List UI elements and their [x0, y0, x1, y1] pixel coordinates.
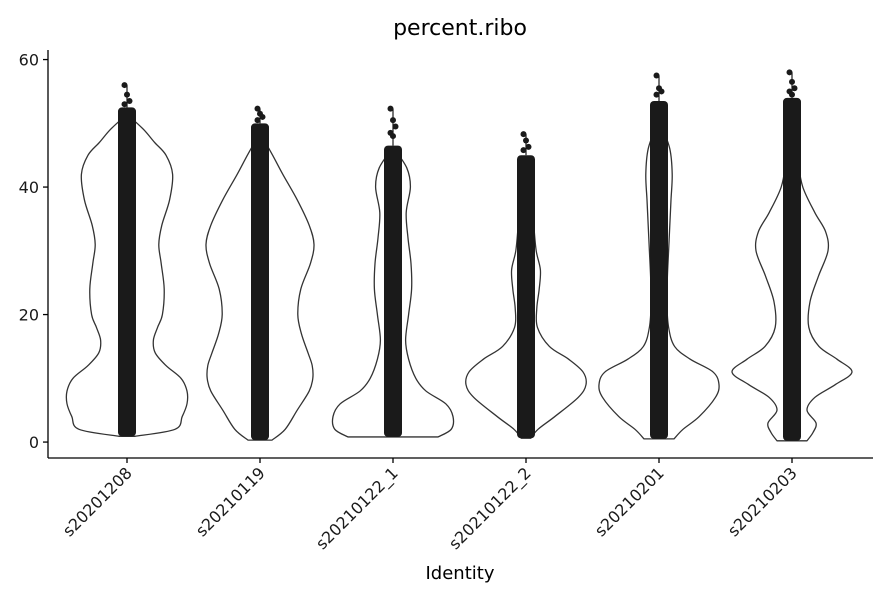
outlier-point [392, 123, 399, 130]
y-tick-label: 60 [19, 51, 39, 70]
outlier-point [259, 113, 266, 120]
outlier-point [254, 105, 261, 112]
outlier-point [121, 101, 128, 108]
y-tick-label: 0 [29, 433, 39, 452]
points-band-s20210122_2 [517, 155, 535, 439]
outlier-point [121, 82, 128, 89]
outlier-point [786, 69, 793, 76]
outlier-point [789, 91, 795, 98]
points-band-s20210119 [251, 123, 269, 441]
chart-title: percent.ribo [393, 16, 527, 41]
outlier-point [126, 98, 133, 104]
points-band-s20210203 [783, 97, 801, 441]
axes-layer [47, 50, 873, 459]
outlier-point [653, 72, 660, 79]
y-tick-label: 40 [19, 178, 39, 197]
x-axis-title: Identity [426, 563, 495, 584]
points-layer [118, 69, 801, 441]
y-ticks: 0 20 40 60 [19, 51, 48, 452]
outlier-point [124, 91, 130, 98]
outlier-point [390, 117, 396, 124]
outlier-point [387, 105, 394, 112]
points-band-s20210122_1 [384, 145, 402, 437]
y-tick-label: 20 [19, 306, 39, 325]
outlier-point [254, 117, 261, 124]
outlier-point [523, 137, 529, 144]
points-band-s20201208 [118, 107, 136, 437]
points-band-s20210201 [650, 101, 668, 439]
outlier-point [789, 78, 795, 85]
outlier-point [653, 91, 660, 98]
outlier-point [390, 133, 396, 140]
outlier-point [520, 131, 527, 138]
outlier-point [658, 88, 665, 95]
outlier-point [520, 147, 527, 154]
outlier-point [791, 85, 798, 92]
outlier-point [525, 143, 532, 150]
